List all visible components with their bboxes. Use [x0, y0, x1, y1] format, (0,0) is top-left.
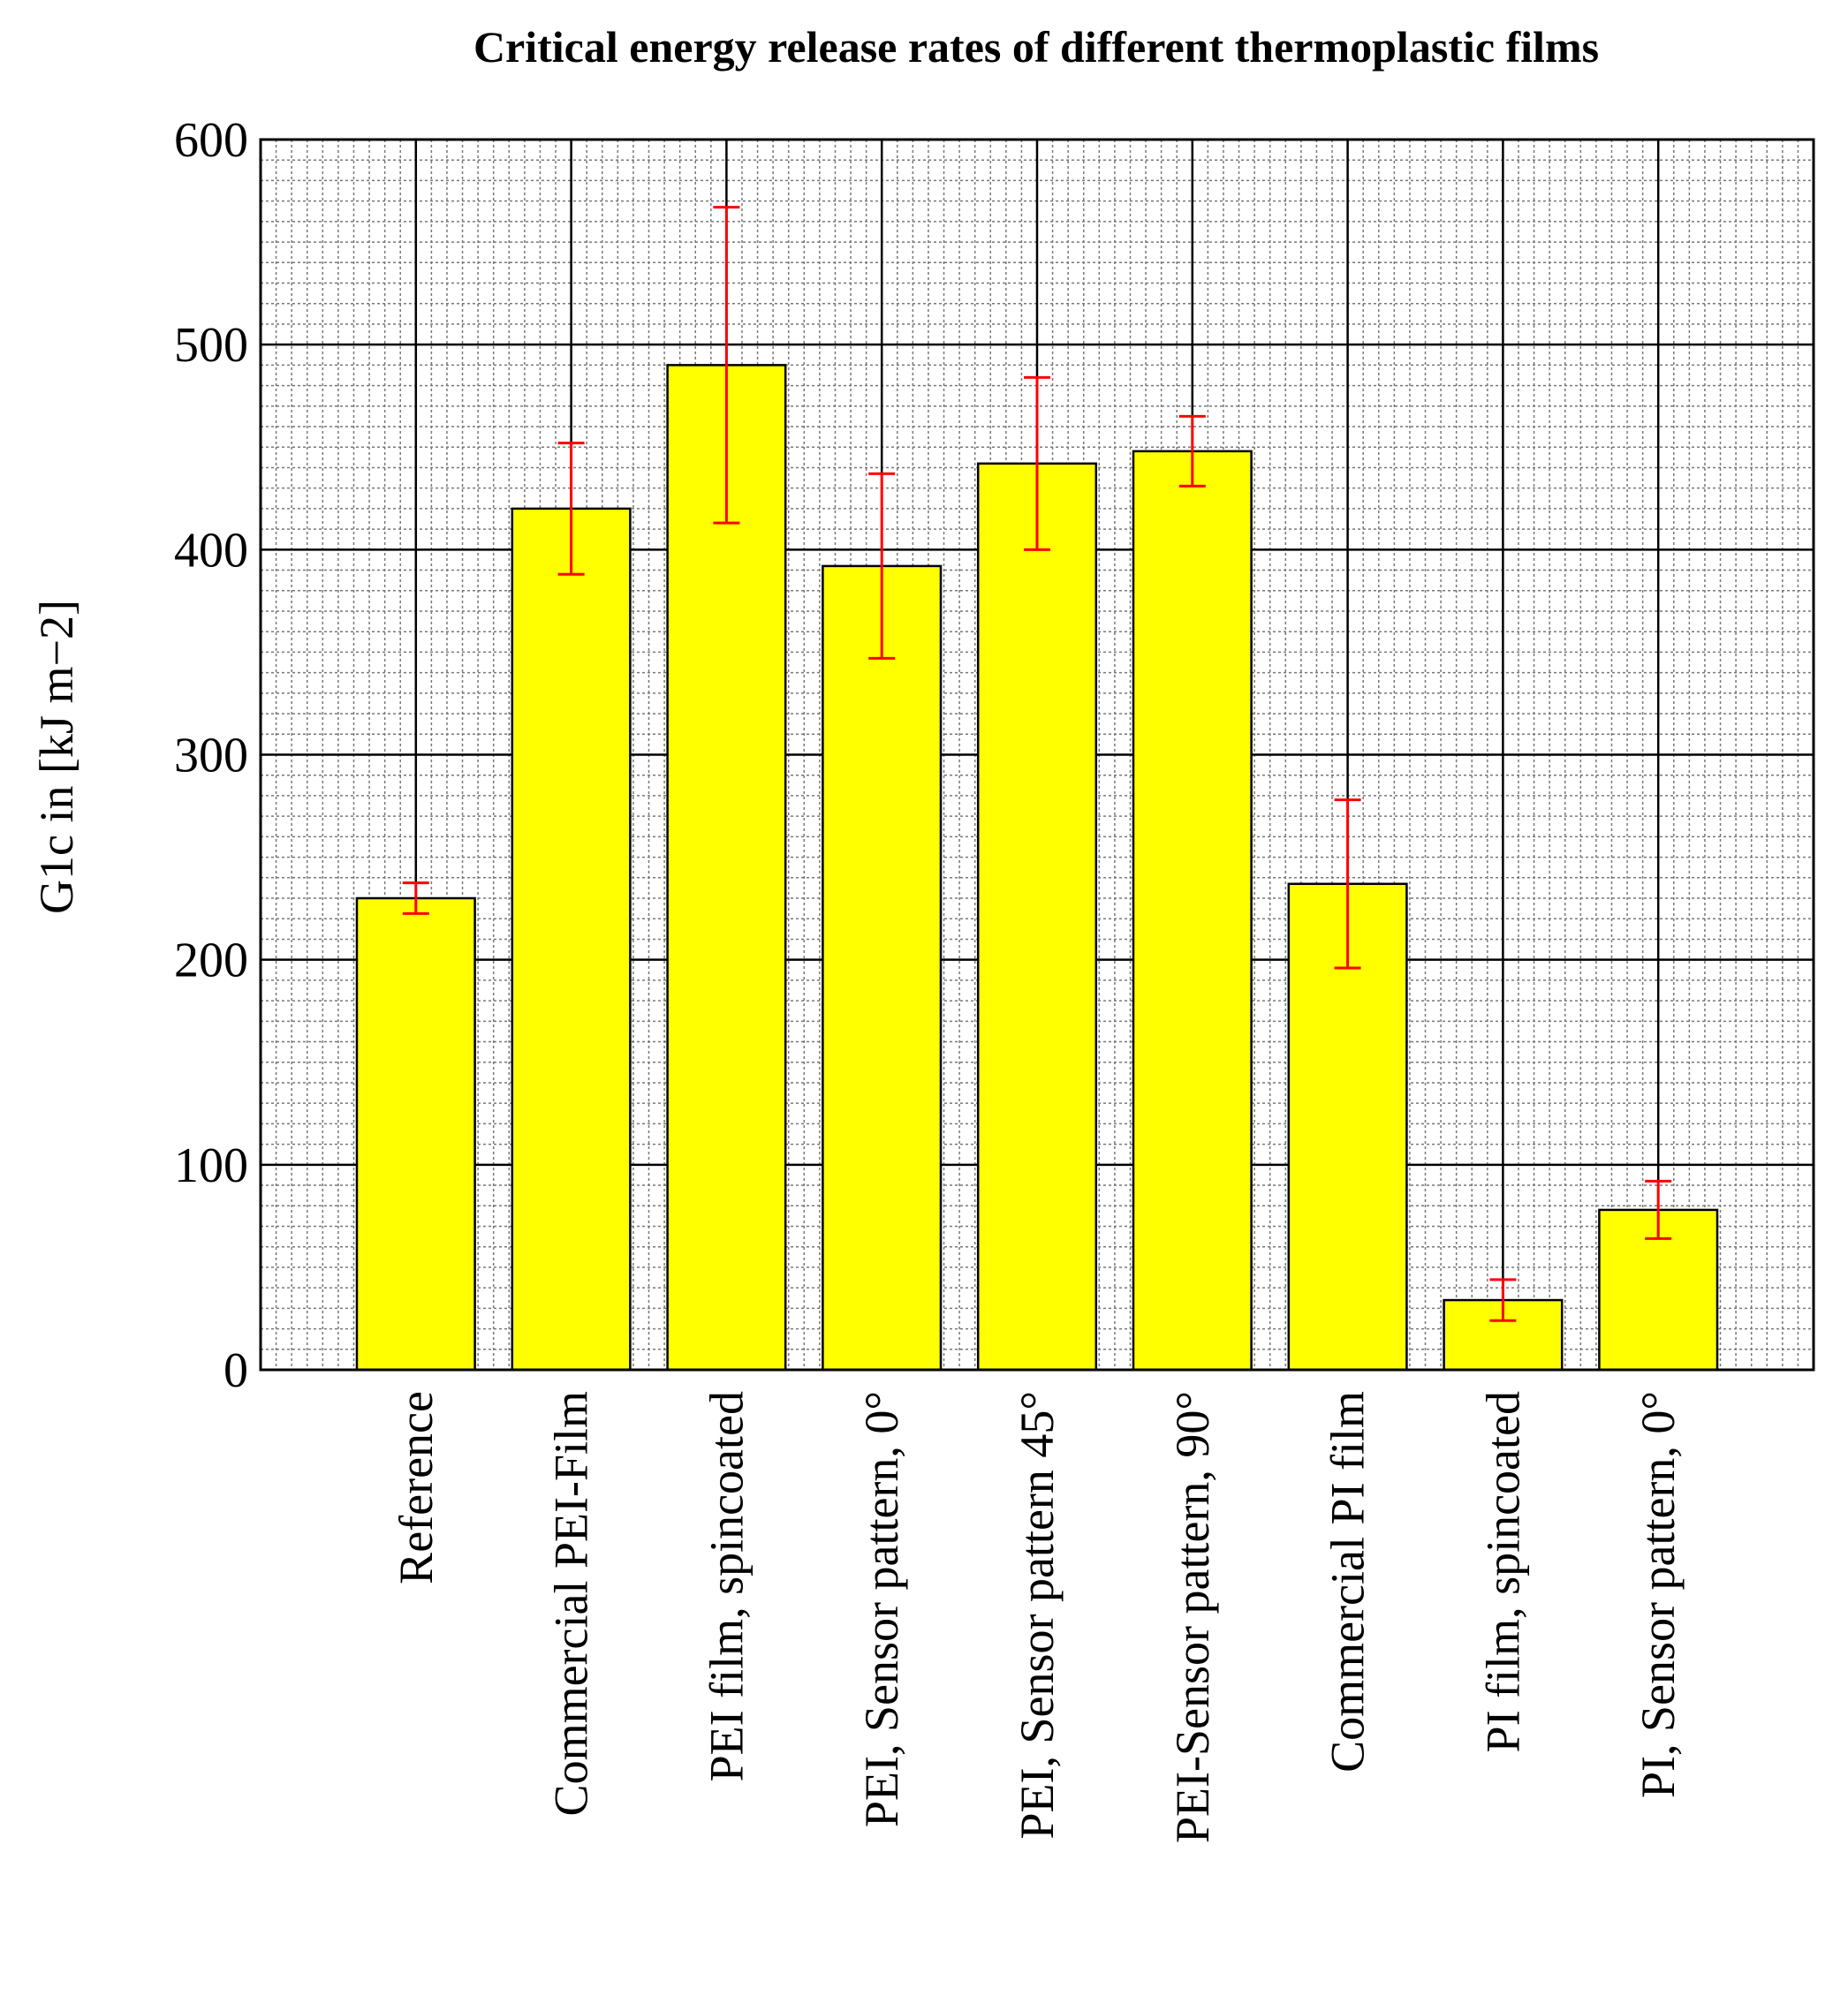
bar [355, 896, 476, 1372]
x-tick-label: PEI, Sensor pattern 45° [1011, 1391, 1064, 1840]
error-bar [1334, 798, 1361, 970]
error-bar [868, 472, 896, 660]
x-tick-label: PI film, spincoated [1476, 1391, 1529, 1752]
bar [1132, 450, 1253, 1372]
x-tick-label: PI, Sensor pattern, 0° [1632, 1391, 1685, 1798]
chart-title: Critical energy release rates of differe… [473, 22, 1599, 72]
y-tick-label: 300 [174, 729, 248, 783]
y-tick-label: 500 [174, 318, 248, 373]
bar [822, 564, 943, 1372]
error-bar [402, 881, 429, 915]
y-tick-label: 100 [174, 1138, 248, 1193]
x-tick-label: PEI-Sensor pattern, 90° [1166, 1391, 1219, 1843]
x-tick-label: PEI, Sensor pattern, 0° [855, 1391, 908, 1827]
x-tick-label: Reference [390, 1391, 443, 1584]
bar [666, 364, 787, 1372]
bar [976, 462, 1098, 1372]
error-bar [1178, 414, 1206, 488]
y-tick-label: 200 [174, 934, 248, 988]
error-bar [1489, 1278, 1517, 1322]
y-tick-label: 400 [174, 523, 248, 578]
plot-frame [259, 138, 1815, 1372]
y-tick-label: 600 [174, 113, 248, 168]
error-bar [1645, 1179, 1672, 1240]
y-tick-label: 0 [223, 1343, 248, 1398]
x-tick-label: Commercial PI film [1322, 1391, 1375, 1773]
bar [511, 507, 632, 1372]
x-tick-label: Commercial PEI-Film [545, 1391, 598, 1816]
x-tick-label: PEI film, spincoated [700, 1391, 753, 1781]
error-bar [1024, 375, 1050, 551]
error-bar [713, 206, 740, 525]
y-axis-label: G1c in [kJ m−2] [30, 600, 83, 914]
error-bar [557, 442, 585, 576]
